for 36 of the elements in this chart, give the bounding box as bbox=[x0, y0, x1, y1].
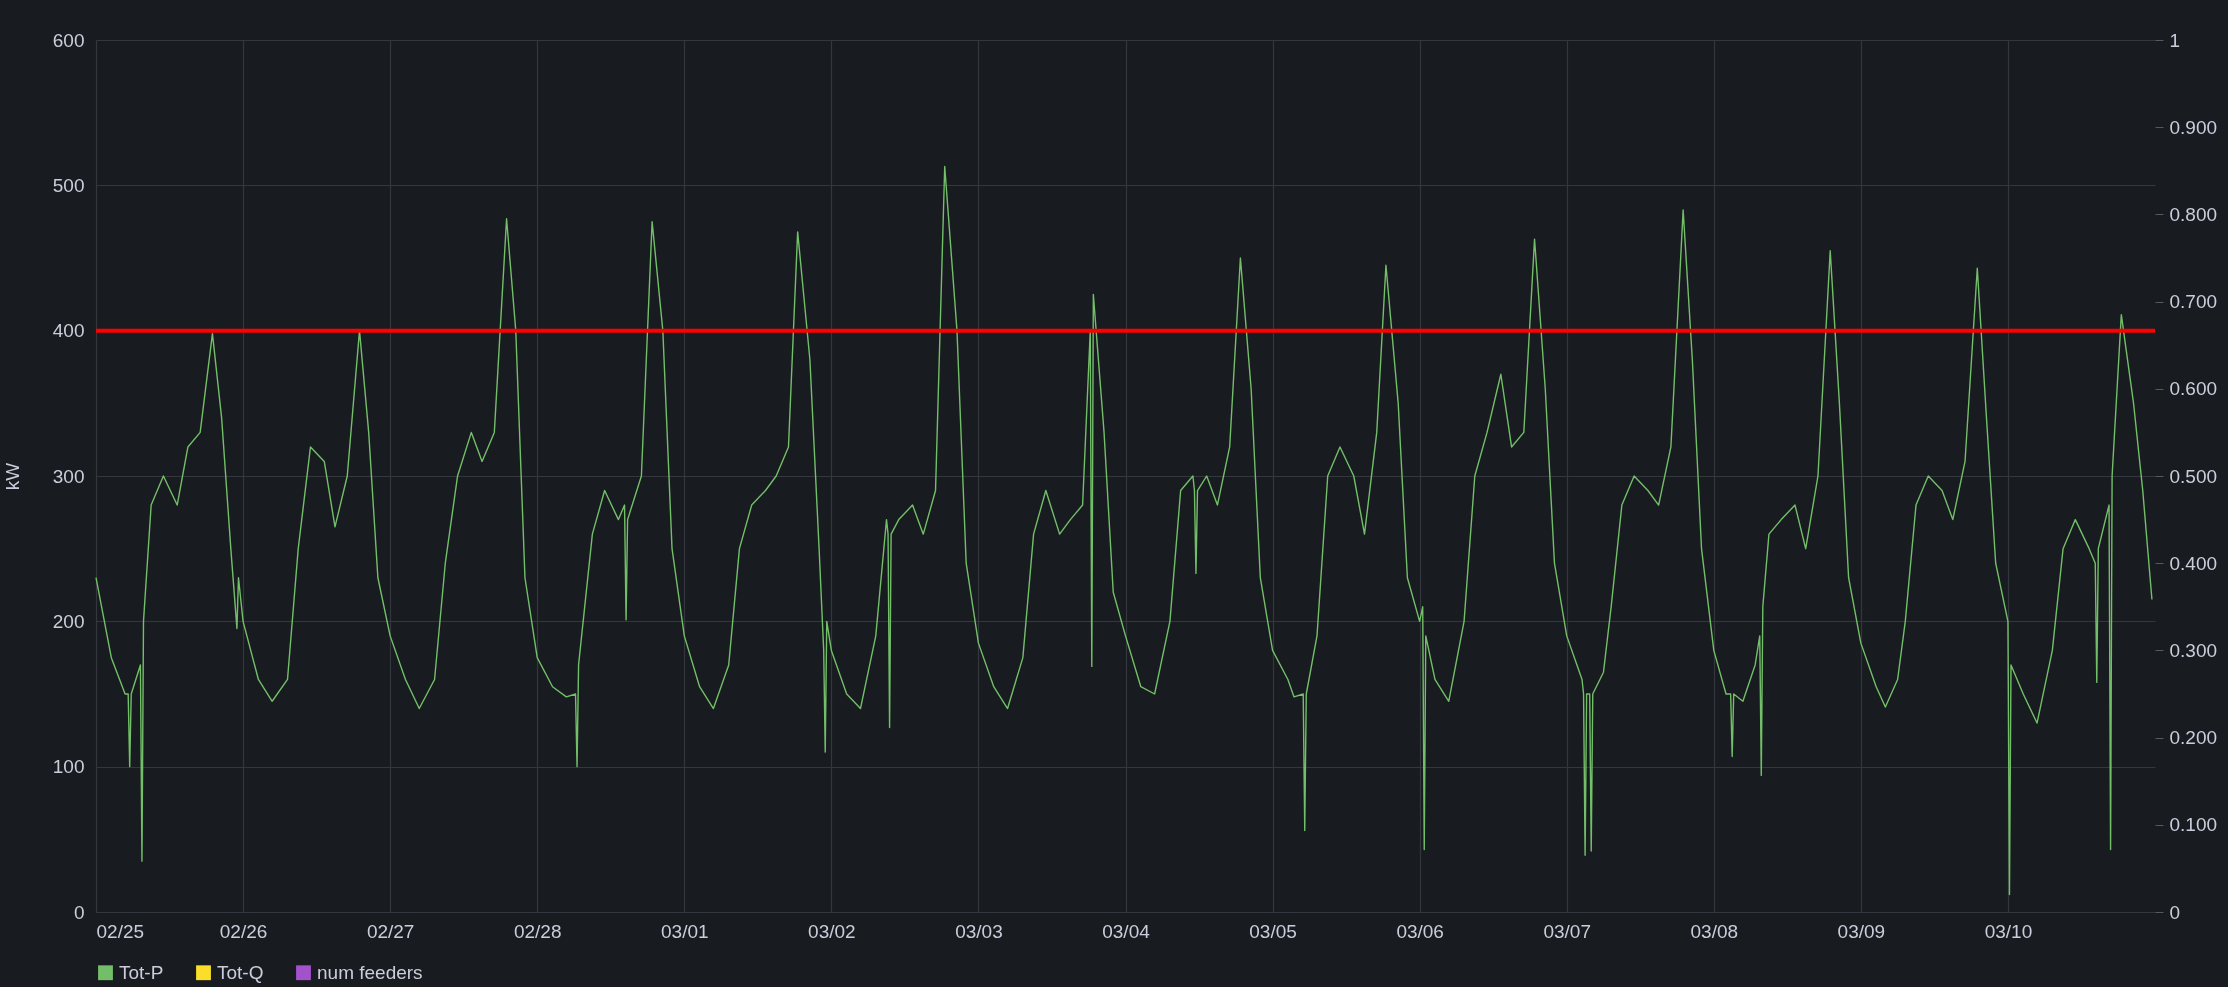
legend-label: Tot-P bbox=[119, 961, 164, 983]
y-tick-label: 500 bbox=[52, 174, 85, 196]
x-tick-label: 03/04 bbox=[1102, 920, 1151, 942]
y2-tick-label: 0.900 bbox=[2169, 116, 2218, 138]
x-tick-label: 02/26 bbox=[219, 920, 268, 942]
x-tick-label: 03/06 bbox=[1396, 920, 1444, 942]
x-tick-label: 03/05 bbox=[1249, 920, 1297, 942]
y2-tick-label: 0.400 bbox=[2169, 552, 2218, 574]
y2-tick-label: 0.200 bbox=[2169, 727, 2218, 749]
y2-tick-label: 0.800 bbox=[2169, 203, 2218, 225]
x-tick-label: 03/10 bbox=[1984, 920, 2033, 942]
y-tick-label: 100 bbox=[52, 756, 85, 778]
y2-tick-label: 0 bbox=[2169, 901, 2181, 923]
y2-tick-label: 0.300 bbox=[2169, 639, 2218, 661]
x-tick-label: 03/02 bbox=[808, 920, 856, 942]
legend-label: num feeders bbox=[317, 961, 423, 983]
x-tick-label: 02/27 bbox=[366, 920, 415, 942]
x-tick-label: 02/28 bbox=[513, 920, 562, 942]
x-tick-label: 03/08 bbox=[1690, 920, 1739, 942]
y-tick-label: 600 bbox=[52, 29, 85, 51]
x-tick-label: 03/01 bbox=[661, 920, 709, 942]
y2-tick-label: 1 bbox=[2169, 29, 2181, 51]
y-tick-label: 200 bbox=[52, 610, 85, 632]
x-tick-label: 03/09 bbox=[1837, 920, 1886, 942]
legend-label: Tot-Q bbox=[217, 961, 264, 983]
y-tick-label: 400 bbox=[52, 320, 85, 342]
x-tick-label: 02/25 bbox=[96, 920, 145, 942]
y2-tick-label: 0.500 bbox=[2169, 465, 2218, 487]
y2-tick-label: 0.100 bbox=[2169, 814, 2218, 836]
x-tick-label: 03/07 bbox=[1543, 920, 1591, 942]
y2-tick-label: 0.700 bbox=[2169, 291, 2218, 313]
x-tick-label: 03/03 bbox=[955, 920, 1003, 942]
y-axis-title: kW bbox=[1, 462, 23, 491]
y2-tick-label: 0.600 bbox=[2169, 378, 2218, 400]
y-tick-label: 0 bbox=[73, 901, 85, 923]
y-tick-label: 300 bbox=[52, 465, 85, 487]
